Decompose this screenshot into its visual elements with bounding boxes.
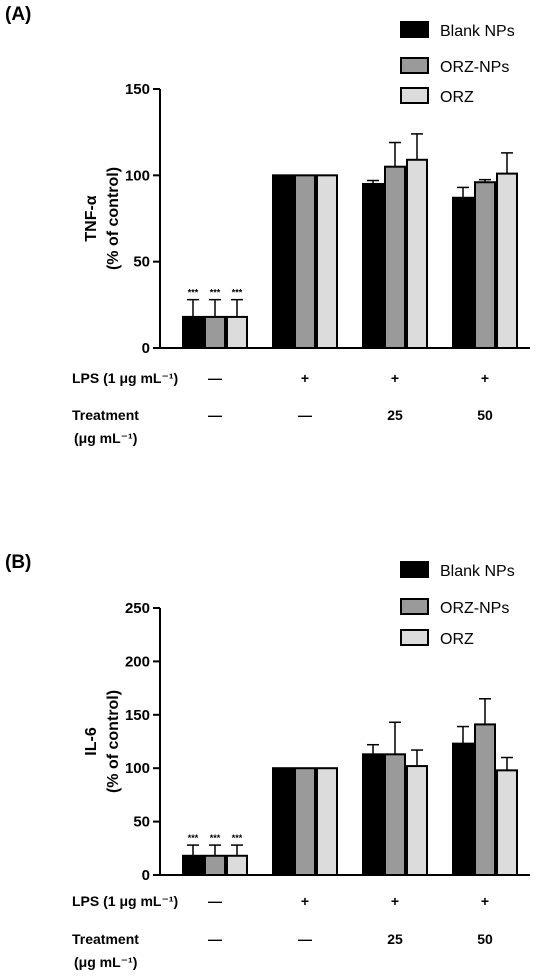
treatment-row-label: Treatment (72, 407, 139, 423)
treatment-value: — (208, 407, 222, 423)
significance-label: *** (188, 833, 199, 843)
legend-swatch (400, 598, 429, 615)
lps-value: — (208, 893, 222, 909)
legend-swatch (400, 21, 429, 38)
y-tick-label: 0 (142, 340, 150, 357)
bar-3 (496, 769, 518, 876)
y-tick-label: 50 (133, 814, 150, 831)
legend-label: ORZ-NPs (440, 600, 509, 617)
treatment-value: — (208, 931, 222, 947)
legend-label: ORZ (440, 631, 474, 648)
lps-value: + (481, 893, 489, 909)
treatment-row-units: (μg mL⁻¹) (74, 430, 137, 446)
y-tick-label: 150 (125, 81, 150, 98)
panel-b: (B) 0 50 100 150 200 250 IL-6 (% of control) *** *… (0, 525, 550, 979)
lps-row-label: LPS (1 μg mL⁻¹) (72, 370, 178, 386)
bar-1 (182, 854, 204, 876)
chart-b: (B) 0 50 100 150 200 250 IL-6 (% of control) *** *… (5, 552, 530, 970)
legend-label: Blank NPs (440, 563, 515, 580)
bar-3 (496, 172, 518, 349)
y-tick-label: 50 (133, 254, 150, 271)
y-axis-label-units: (% of control) (105, 167, 122, 270)
bar-2 (294, 174, 316, 349)
legend-label: ORZ-NPs (440, 59, 509, 76)
y-axis-label: IL-6 (83, 727, 100, 756)
bar-2 (384, 165, 406, 349)
bar-2 (204, 854, 226, 876)
significance-label: *** (210, 833, 221, 843)
y-tick-label: 250 (125, 600, 150, 617)
significance-label: *** (210, 288, 221, 298)
legend-label: ORZ (440, 89, 474, 106)
bar-3 (226, 854, 248, 876)
legend-swatch (400, 87, 429, 104)
y-axis-label: TNF-α (83, 195, 100, 241)
bar-2 (204, 315, 226, 350)
lps-value: + (391, 370, 399, 386)
legend-swatch (400, 629, 429, 646)
bar-3 (316, 767, 338, 876)
legend-label: Blank NPs (440, 23, 515, 40)
treatment-row-label: Treatment (72, 931, 139, 947)
y-tick-label: 0 (142, 867, 150, 884)
bar-1 (452, 196, 474, 349)
significance-label: *** (232, 833, 243, 843)
significance-label: *** (188, 288, 199, 298)
y-tick-label: 150 (125, 707, 150, 724)
panel-label: (A) (5, 4, 31, 25)
panel-a: (A) 0 50 100 150 TNF-α (% of control) *** *** ***… (0, 0, 550, 470)
legend-swatch (400, 561, 429, 578)
bar-2 (474, 181, 496, 349)
treatment-value: 25 (387, 931, 403, 947)
lps-value: + (301, 893, 309, 909)
treatment-value: — (298, 407, 312, 423)
bar-3 (406, 765, 428, 876)
bar-3 (226, 315, 248, 350)
chart-a: (A) 0 50 100 150 TNF-α (% of control) *** *** ***… (5, 4, 530, 446)
bar-1 (452, 742, 474, 876)
treatment-value: 50 (477, 931, 493, 947)
treatment-value: 50 (477, 407, 493, 423)
bar-1 (182, 315, 204, 350)
bar-1 (362, 182, 384, 349)
lps-value: + (391, 893, 399, 909)
bar-2 (474, 723, 496, 876)
panel-label: (B) (5, 552, 31, 573)
y-tick-label: 100 (125, 167, 150, 184)
y-tick-label: 200 (125, 653, 150, 670)
lps-value: + (481, 370, 489, 386)
lps-value: + (301, 370, 309, 386)
treatment-row-units: (μg mL⁻¹) (74, 954, 137, 970)
bar-1 (272, 767, 294, 876)
bar-2 (294, 767, 316, 876)
bar-1 (362, 753, 384, 876)
treatment-value: 25 (387, 407, 403, 423)
bar-3 (316, 174, 338, 349)
y-tick-label: 100 (125, 760, 150, 777)
bar-1 (272, 174, 294, 349)
lps-value: — (208, 370, 222, 386)
bar-3 (406, 158, 428, 349)
treatment-value: — (298, 931, 312, 947)
y-axis-label-units: (% of control) (105, 690, 122, 793)
lps-row-label: LPS (1 μg mL⁻¹) (72, 893, 178, 909)
bar-2 (384, 753, 406, 876)
significance-label: *** (232, 288, 243, 298)
legend-swatch (400, 57, 429, 74)
